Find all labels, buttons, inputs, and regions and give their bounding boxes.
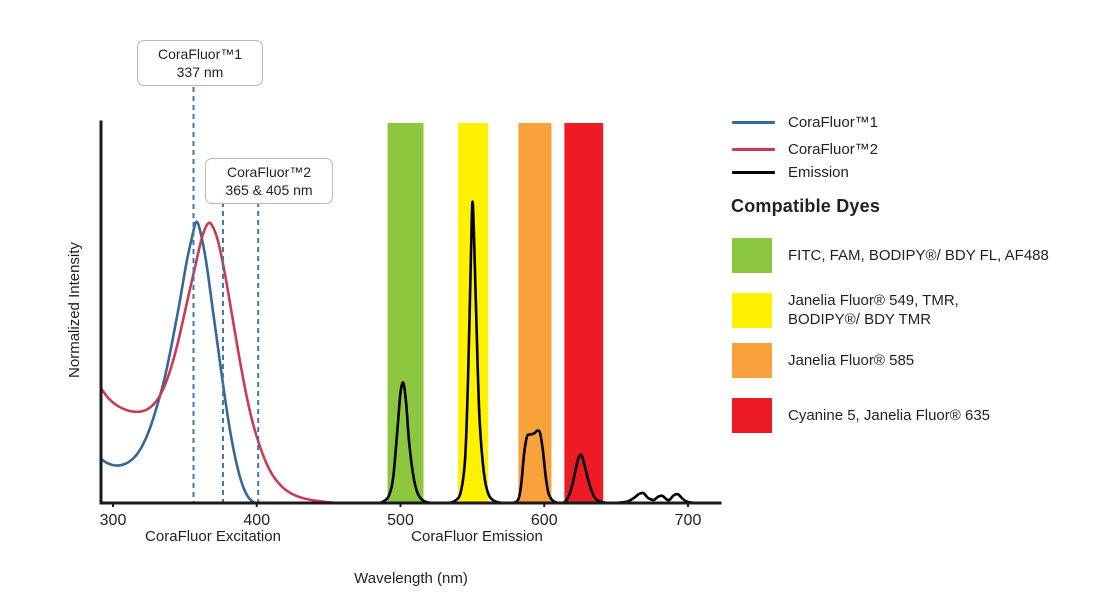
x-tick-label: 400 <box>243 512 270 529</box>
orange-filter-swatch <box>732 343 772 378</box>
legend-line-swatch <box>732 120 775 124</box>
compatible-dyes-heading: Compatible Dyes <box>731 196 881 216</box>
dye-item-yellow: Janelia Fluor® 549, TMR, BODIPY®/ BDY TM… <box>732 291 959 329</box>
dye-item-green: FITC, FAM, BODIPY®/ BDY FL, AF488 <box>732 238 1049 273</box>
band-orange-filter <box>518 123 552 503</box>
band-green-filter <box>387 123 424 503</box>
legend-line-swatch <box>732 170 775 174</box>
dye-item-label: Janelia Fluor® 549, TMR, BODIPY®/ BDY TM… <box>788 292 959 328</box>
legend-item-corafluor1: CoraFluor™1 <box>732 113 878 131</box>
series-curve-1 <box>100 221 359 505</box>
dye-item-label: FITC, FAM, BODIPY®/ BDY FL, AF488 <box>788 247 1049 264</box>
legend-item-corafluor2: CoraFluor™2 <box>732 140 878 158</box>
green-filter-swatch <box>732 238 772 273</box>
x-axis-label: Wavelength (nm) <box>354 570 468 587</box>
callout-title: CoraFluor™1 <box>157 46 243 62</box>
y-axis-label: Normalized Intensity <box>66 242 83 378</box>
band-yellow-filter <box>458 123 489 503</box>
dye-item-label: Janelia Fluor® 585 <box>788 352 915 369</box>
legend-item-label: Emission <box>788 163 849 181</box>
dye-item-orange: Janelia Fluor® 585 <box>732 343 914 378</box>
legend-item-label: CoraFluor™1 <box>788 113 879 131</box>
yellow-filter-swatch <box>732 292 772 328</box>
band-red-filter <box>564 123 604 503</box>
emission-section-label: CoraFluor Emission <box>411 528 543 545</box>
callout-title: CoraFluor™2 <box>226 164 312 180</box>
red-filter-swatch <box>732 398 772 433</box>
legend-line-swatch <box>732 147 775 151</box>
dye-item-red: Cyanine 5, Janelia Fluor® 635 <box>732 398 990 433</box>
series-curve-2 <box>356 200 704 505</box>
x-tick-label: 500 <box>387 512 414 529</box>
callout-corafluor2-excitation: CoraFluor™2 365 & 405 nm <box>205 158 333 204</box>
x-tick-label: 600 <box>531 512 558 529</box>
legend-item-label: CoraFluor™2 <box>788 140 879 158</box>
callout-value: 337 nm <box>176 64 224 80</box>
axes <box>99 120 722 505</box>
callout-corafluor1-excitation: CoraFluor™1 337 nm <box>137 40 263 86</box>
callout-value: 365 & 405 nm <box>225 182 313 198</box>
dye-item-label: Cyanine 5, Janelia Fluor® 635 <box>788 407 991 424</box>
x-tick-label: 700 <box>675 512 702 529</box>
series-curve-0 <box>100 220 267 505</box>
x-tick-label: 300 <box>100 512 127 529</box>
excitation-section-label: CoraFluor Excitation <box>145 528 281 545</box>
legend-item-emission: Emission <box>732 163 849 181</box>
